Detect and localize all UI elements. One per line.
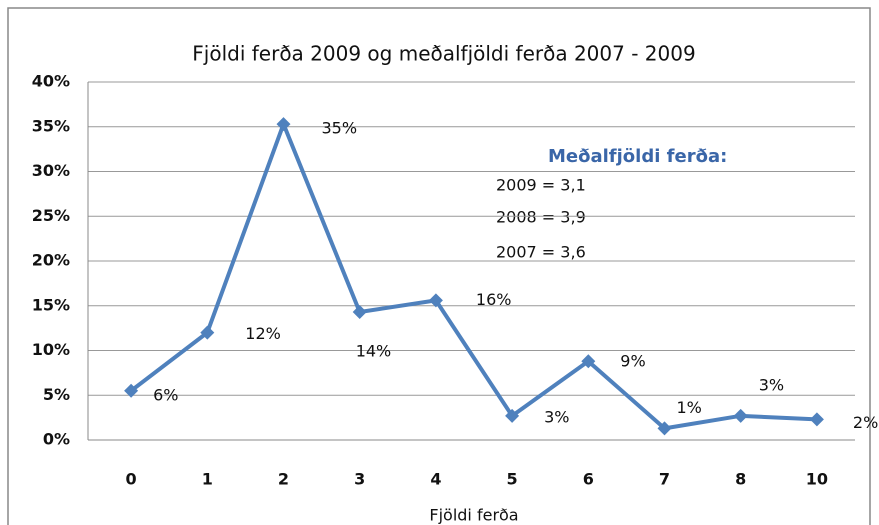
- data-label: 12%: [245, 324, 281, 343]
- data-label: 3%: [544, 407, 569, 426]
- x-tick-label: 8: [735, 470, 746, 489]
- marker: [428, 293, 443, 308]
- data-label: 6%: [153, 385, 178, 404]
- marker: [276, 117, 291, 132]
- x-tick-label: 3: [354, 470, 365, 489]
- data-label: 9%: [620, 352, 645, 371]
- y-tick-label: 10%: [32, 340, 70, 359]
- marker: [200, 325, 215, 340]
- x-tick-label: 5: [507, 470, 518, 489]
- data-label: 3%: [759, 375, 784, 394]
- marker: [505, 408, 520, 423]
- data-label: 14%: [356, 342, 392, 361]
- y-tick-label: 0%: [43, 430, 70, 449]
- annotation: 2008 = 3,9: [496, 208, 586, 227]
- x-tick-label: 6: [583, 470, 594, 489]
- y-tick-label: 20%: [32, 251, 70, 270]
- y-tick-label: 5%: [43, 385, 70, 404]
- x-tick-label: 2: [278, 470, 289, 489]
- x-tick-label: 1: [202, 470, 213, 489]
- x-tick-label: 7: [659, 470, 670, 489]
- data-label: 2%: [853, 413, 878, 432]
- data-label: 35%: [322, 119, 358, 138]
- data-label: 16%: [476, 290, 512, 309]
- data-label: 1%: [677, 398, 702, 417]
- x-axis-title: Fjöldi ferða: [429, 506, 518, 525]
- marker: [809, 412, 824, 427]
- annotation: 2009 = 3,1: [496, 176, 586, 195]
- x-tick-label: 10: [806, 470, 828, 489]
- marker: [124, 383, 139, 398]
- chart-frame: [7, 7, 871, 525]
- marker: [657, 421, 672, 436]
- marker: [581, 354, 596, 369]
- y-tick-label: 30%: [32, 161, 70, 180]
- x-tick-label: 4: [430, 470, 441, 489]
- y-tick-label: 15%: [32, 295, 70, 314]
- y-tick-label: 35%: [32, 116, 70, 135]
- marker: [352, 305, 367, 320]
- marker: [733, 408, 748, 423]
- chart-title: Fjöldi ferða 2009 og meðalfjöldi ferða 2…: [192, 42, 695, 66]
- annotation: Meðalfjöldi ferða:: [548, 146, 727, 167]
- x-tick-label: 0: [126, 470, 137, 489]
- y-tick-label: 40%: [32, 72, 70, 91]
- y-tick-label: 25%: [32, 206, 70, 225]
- annotation: 2007 = 3,6: [496, 243, 586, 262]
- line: [129, 122, 817, 431]
